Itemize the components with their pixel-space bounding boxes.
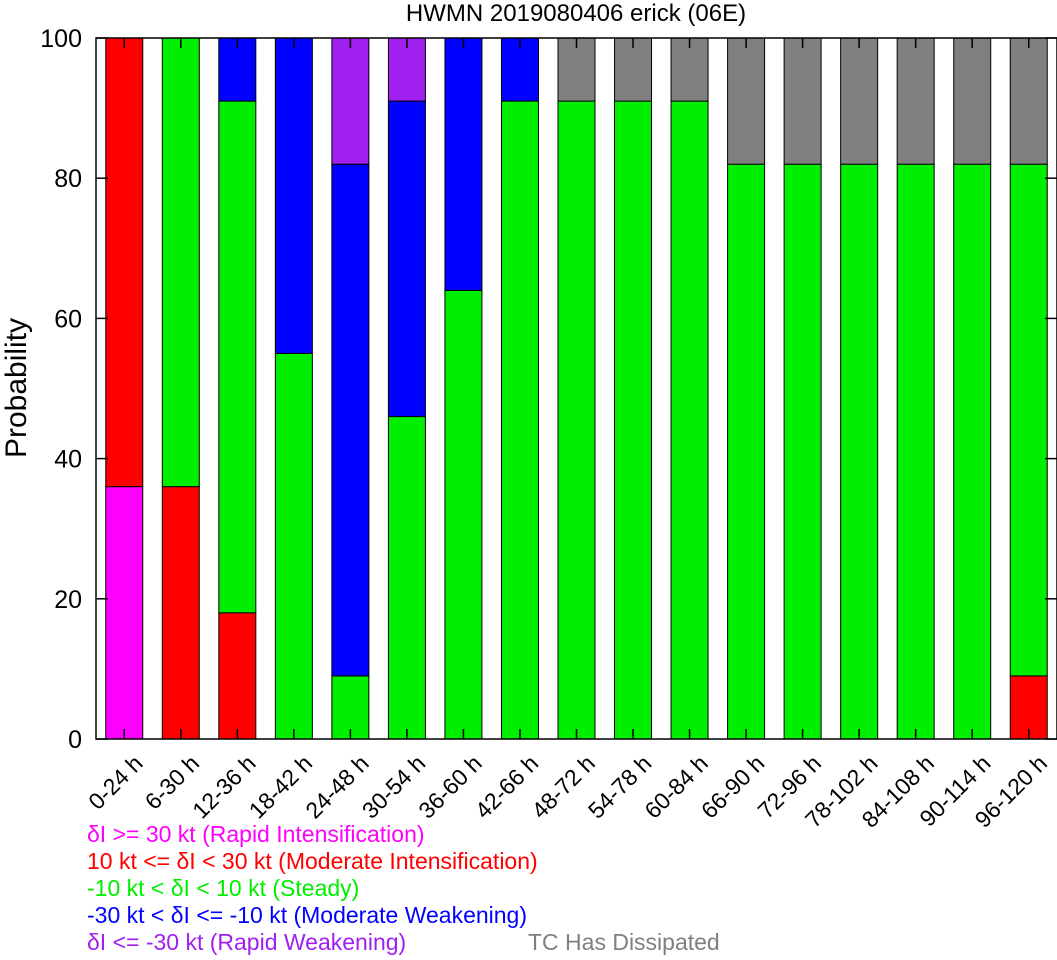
bar-segment-7-series-4 <box>444 37 483 291</box>
y-tick-label: 80 <box>54 165 82 193</box>
legend-entry-1: δI >= 30 kt (Rapid Intensification) <box>87 821 425 847</box>
bar-segment-7-series-3 <box>444 289 483 740</box>
y-tick-label: 100 <box>40 25 82 53</box>
bar-segment-1-series-2 <box>105 37 144 488</box>
bar-segment-11-series-6 <box>670 37 709 102</box>
bar-segment-10-series-3 <box>614 100 653 740</box>
bar-segment-6-series-4 <box>387 100 426 418</box>
bar-segment-3-series-4 <box>218 37 257 102</box>
bar-segment-16-series-6 <box>953 37 992 165</box>
y-axis-ticks: 0 20 40 60 80 100 <box>40 25 1057 754</box>
bar-segment-14-series-6 <box>840 37 879 165</box>
bar-segment-4-series-4 <box>274 37 313 354</box>
bar-segment-13-series-6 <box>783 37 822 165</box>
bar-segment-15-series-6 <box>896 37 935 165</box>
y-tick-label: 0 <box>68 726 82 754</box>
bar-segment-14-series-3 <box>840 163 879 740</box>
bar-segment-6-series-3 <box>387 416 426 740</box>
bars-layer <box>105 37 1048 740</box>
bar-segment-4-series-3 <box>274 352 313 740</box>
bar-segment-3-series-2 <box>218 612 257 740</box>
bar-segment-9-series-3 <box>557 100 596 740</box>
bar-segment-17-series-6 <box>1009 37 1048 165</box>
y-tick-label: 20 <box>54 586 82 614</box>
legend-entry-3: -10 kt < δI < 10 kt (Steady) <box>87 875 359 901</box>
bar-segment-16-series-3 <box>953 163 992 740</box>
bar-segment-15-series-3 <box>896 163 935 740</box>
bar-segment-2-series-3 <box>161 37 200 488</box>
y-tick-label: 60 <box>54 305 82 333</box>
bar-segment-17-series-3 <box>1009 163 1048 677</box>
bar-segment-3-series-3 <box>218 100 257 614</box>
bar-segment-12-series-6 <box>727 37 766 165</box>
legend-entry-2: 10 kt <= δI < 30 kt (Moderate Intensific… <box>87 848 538 874</box>
bar-segment-5-series-5 <box>331 37 370 165</box>
bar-segment-11-series-3 <box>670 100 709 740</box>
chart-title: HWMN 2019080406 erick (06E) <box>406 0 746 27</box>
bar-segment-1-series-1 <box>105 486 144 740</box>
bar-segment-10-series-6 <box>614 37 653 102</box>
y-tick-label: 40 <box>54 446 82 474</box>
bar-segment-8-series-4 <box>500 37 539 102</box>
bar-segment-17-series-2 <box>1009 675 1048 740</box>
x-tick-label: 0-24 h <box>83 750 148 815</box>
y-axis-label: Probability <box>0 318 33 458</box>
legend-entry-6: TC Has Dissipated <box>528 929 720 955</box>
legend: δI >= 30 kt (Rapid Intensification)10 kt… <box>87 821 720 955</box>
bar-segment-2-series-2 <box>161 486 200 740</box>
legend-entry-5: δI <= -30 kt (Rapid Weakening) <box>87 929 406 955</box>
bar-segment-5-series-4 <box>331 163 370 677</box>
bar-segment-12-series-3 <box>727 163 766 740</box>
bar-segment-13-series-3 <box>783 163 822 740</box>
bar-segment-9-series-6 <box>557 37 596 102</box>
legend-entry-4: -30 kt < δI <= -10 kt (Moderate Weakenin… <box>87 902 527 928</box>
bar-segment-8-series-3 <box>500 100 539 740</box>
bar-segment-5-series-3 <box>331 675 370 740</box>
